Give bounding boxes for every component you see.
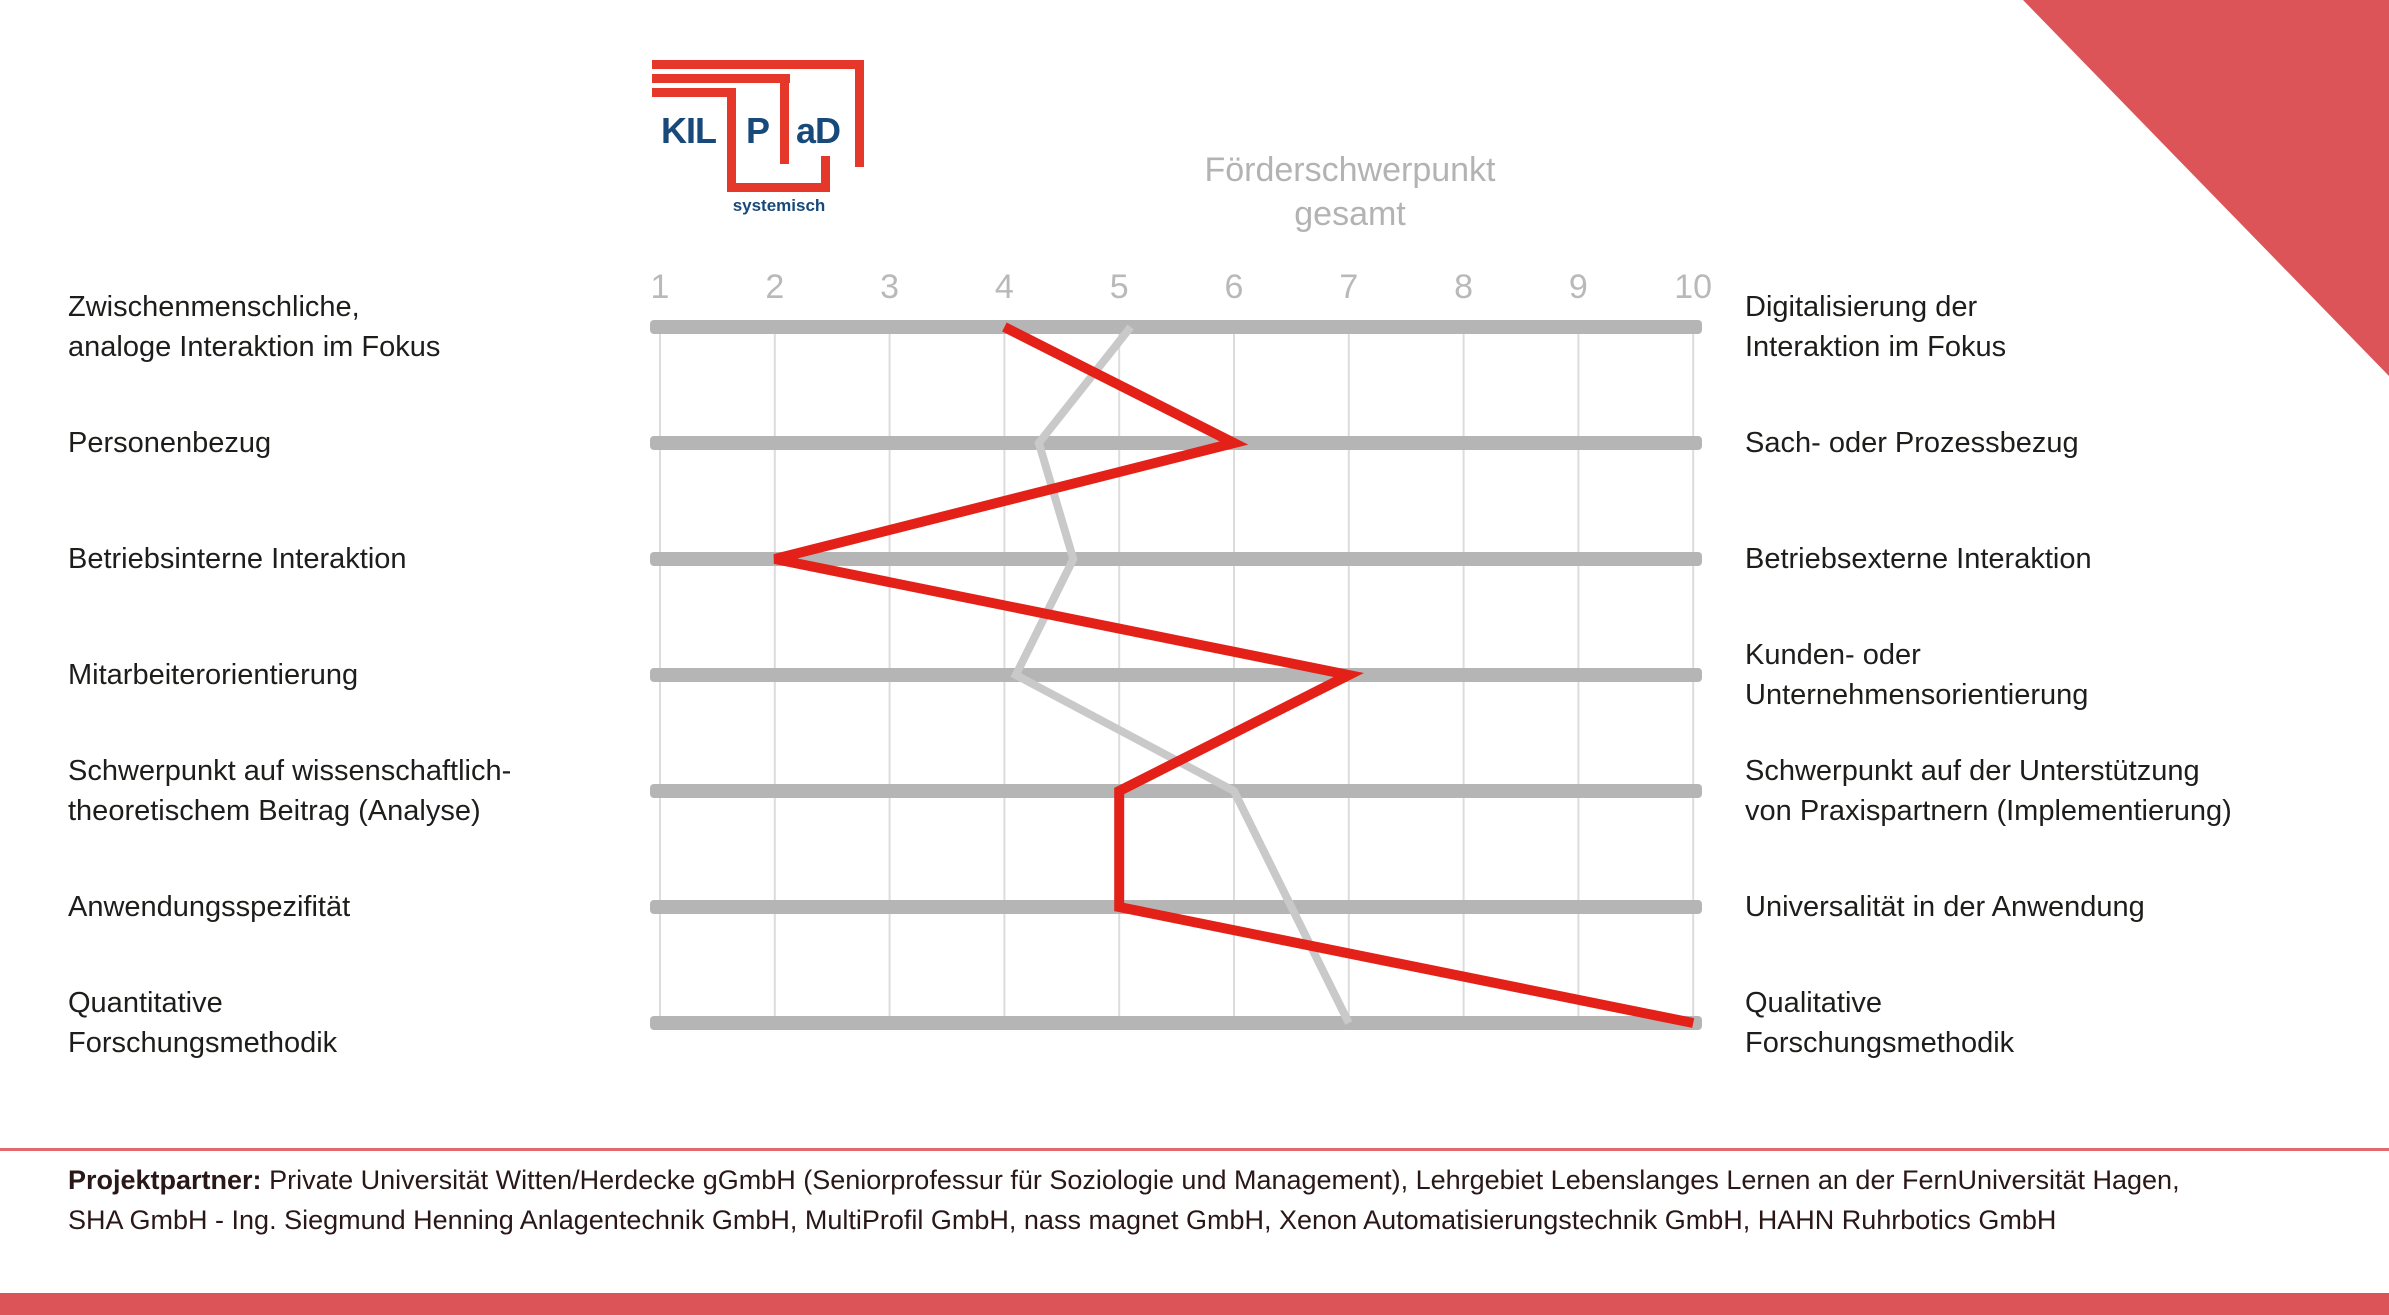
scale-bar — [650, 784, 1702, 798]
chart-title: Förderschwerpunkt gesamt — [1150, 148, 1550, 236]
chart-title-line2: gesamt — [1294, 195, 1406, 233]
footer: Projektpartner: Private Universität Witt… — [68, 1160, 2299, 1240]
footer-line1-text: Private Universität Witten/Herdecke gGmb… — [269, 1165, 2180, 1195]
scale-bar — [650, 668, 1702, 682]
footer-line1: Projektpartner: Private Universität Witt… — [68, 1160, 2299, 1200]
footer-line2: SHA GmbH - Ing. Siegmund Henning Anlagen… — [68, 1205, 2057, 1235]
scale-bar — [650, 436, 1702, 450]
scale-bar — [650, 320, 1702, 334]
logo-text-p: P — [746, 110, 769, 151]
logo-frame-strokes — [652, 60, 864, 192]
chart-title-line1: Förderschwerpunkt — [1204, 151, 1496, 189]
logo-text-ad: aD — [796, 110, 840, 151]
footer-divider — [0, 1148, 2389, 1151]
logo-text-kil: KIL — [661, 110, 716, 151]
series-line-kilpad — [773, 322, 1695, 1028]
scale-bar — [650, 552, 1702, 566]
scale-bar — [650, 1016, 1702, 1030]
footer-label: Projektpartner: — [68, 1165, 262, 1195]
bottom-accent-bar — [0, 1293, 2389, 1315]
logo-text-systemisch: systemisch — [733, 196, 826, 215]
series-line-gesamt — [1010, 324, 1353, 1025]
scale-bar — [650, 900, 1702, 914]
kilpad-logo: KIL P aD systemisch — [652, 60, 864, 215]
